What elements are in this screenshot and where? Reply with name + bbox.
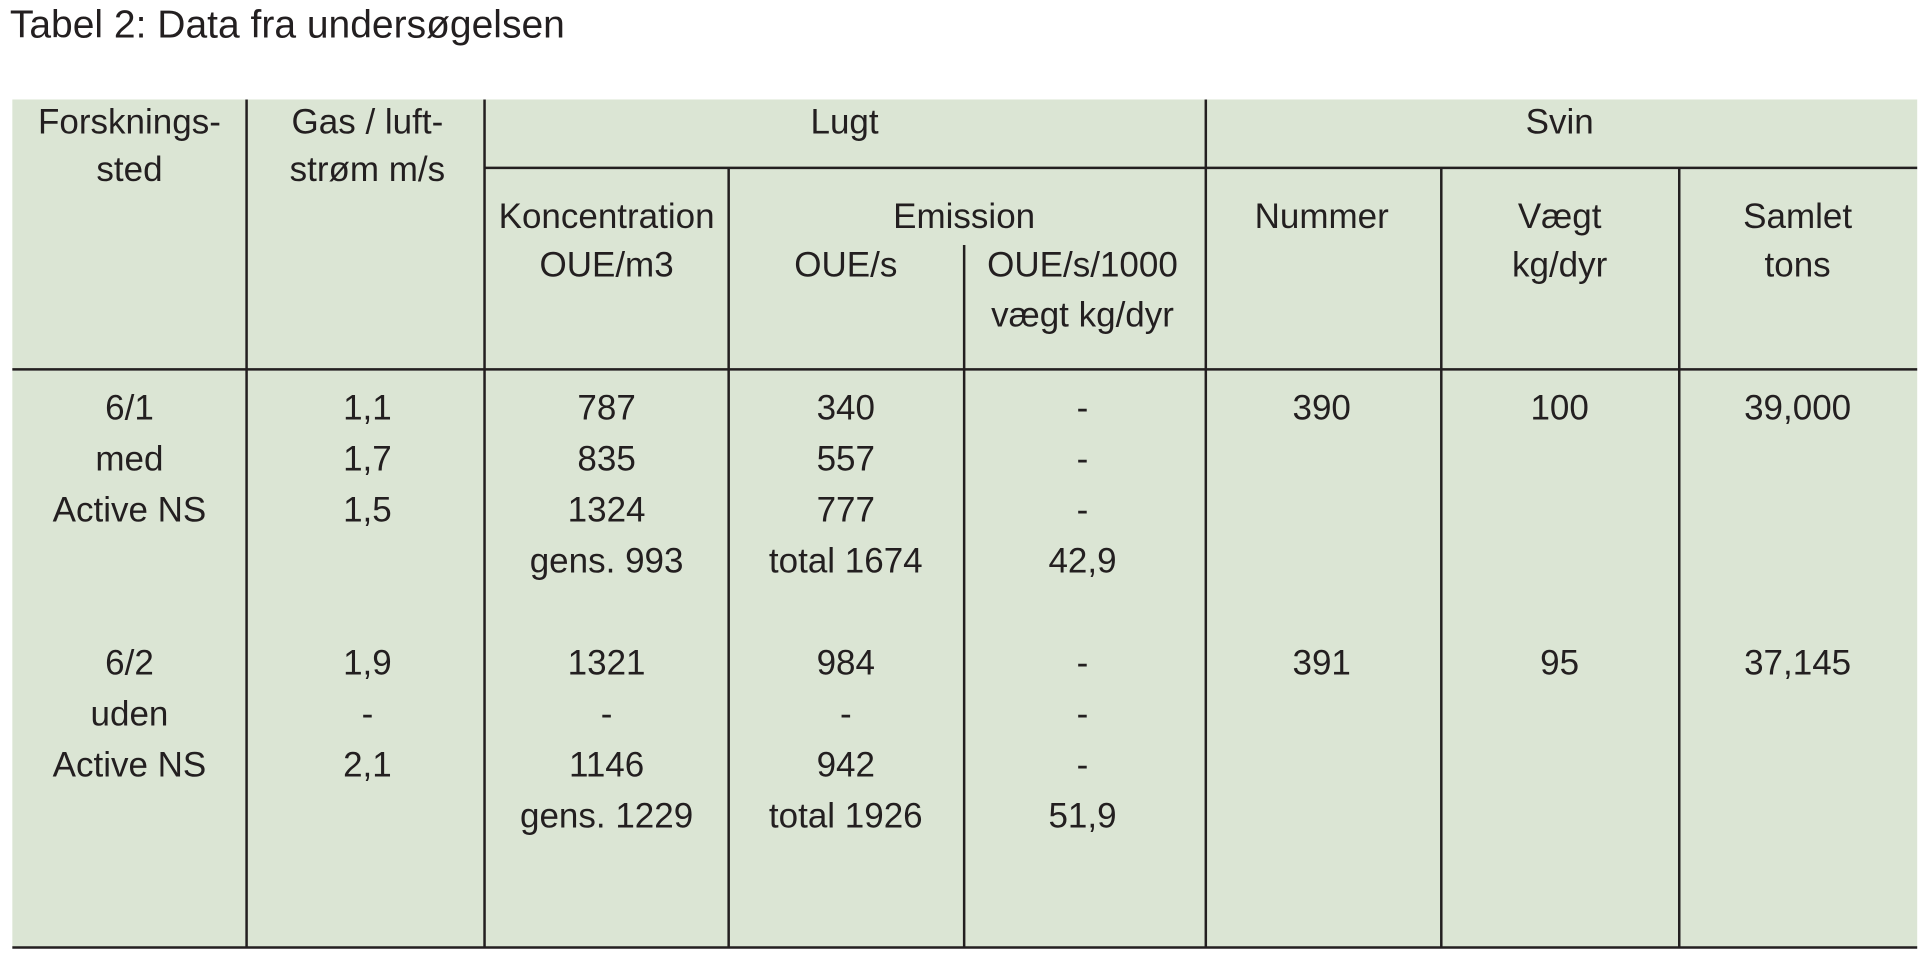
data-cell: 777 [817,491,875,530]
data-cell: 95 [1540,644,1579,683]
data-cell: 39,000 [1744,389,1851,428]
data-cell: - [362,695,374,734]
data-cell: 51,9 [1048,796,1116,835]
header-cell: Forsknings- [38,103,221,142]
data-cell: Active NS [53,745,207,784]
data-cell: 6/2 [105,644,154,683]
header-cell: vægt kg/dyr [991,295,1174,334]
data-cell: med [95,440,163,479]
header-cell: Koncentration [499,197,715,236]
data-cell: 1,5 [343,491,392,530]
header-cell: OUE/s/1000 [987,246,1178,285]
data-cell: 557 [817,440,875,479]
data-cell: 37,145 [1744,644,1851,683]
data-cell: gens. 1229 [520,796,693,835]
data-cell: 1324 [568,491,646,530]
data-cell: 42,9 [1048,542,1116,581]
data-cell: 1,7 [343,440,392,479]
data-cell: - [1077,491,1089,530]
header-cell: Emission [893,197,1035,236]
data-cell: 835 [577,440,635,479]
header-cell: OUE/s [794,246,897,285]
header-cell: Svin [1526,103,1594,142]
header-cell: strøm m/s [290,150,446,189]
data-cell: Active NS [53,491,207,530]
data-cell: - [1077,745,1089,784]
header-cell: Samlet [1743,197,1852,236]
data-cell: 942 [817,745,875,784]
data-cell: 2,1 [343,745,392,784]
data-cell: - [601,695,613,734]
header-cell: sted [96,150,162,189]
data-cell: 390 [1292,389,1350,428]
data-cell: 1321 [568,644,646,683]
header-cell: Nummer [1255,197,1390,236]
header-cell: tons [1765,246,1831,285]
header-cell: Gas / luft- [292,103,444,142]
data-cell: gens. 993 [530,542,684,581]
data-cell: 1,9 [343,644,392,683]
data-cell: - [1077,695,1089,734]
data-cell: 391 [1292,644,1350,683]
data-cell: 6/1 [105,389,154,428]
data-cell: 100 [1530,389,1588,428]
data-cell: 984 [817,644,875,683]
data-cell: total 1674 [769,542,923,581]
data-cell: - [1077,440,1089,479]
data-cell: 1,1 [343,389,392,428]
header-cell: kg/dyr [1512,246,1608,285]
data-cell: 1146 [569,745,644,784]
data-cell: 340 [817,389,875,428]
header-cell: Vægt [1518,197,1602,236]
header-cell: OUE/m3 [539,246,673,285]
data-cell: - [840,695,852,734]
data-cell: - [1077,389,1089,428]
data-cell: total 1926 [769,796,923,835]
data-cell: - [1077,644,1089,683]
title: Tabel 2: Data fra undersøgelsen [10,4,565,47]
data-cell: uden [91,695,169,734]
data-cell: 787 [577,389,635,428]
header-cell: Lugt [810,103,878,142]
